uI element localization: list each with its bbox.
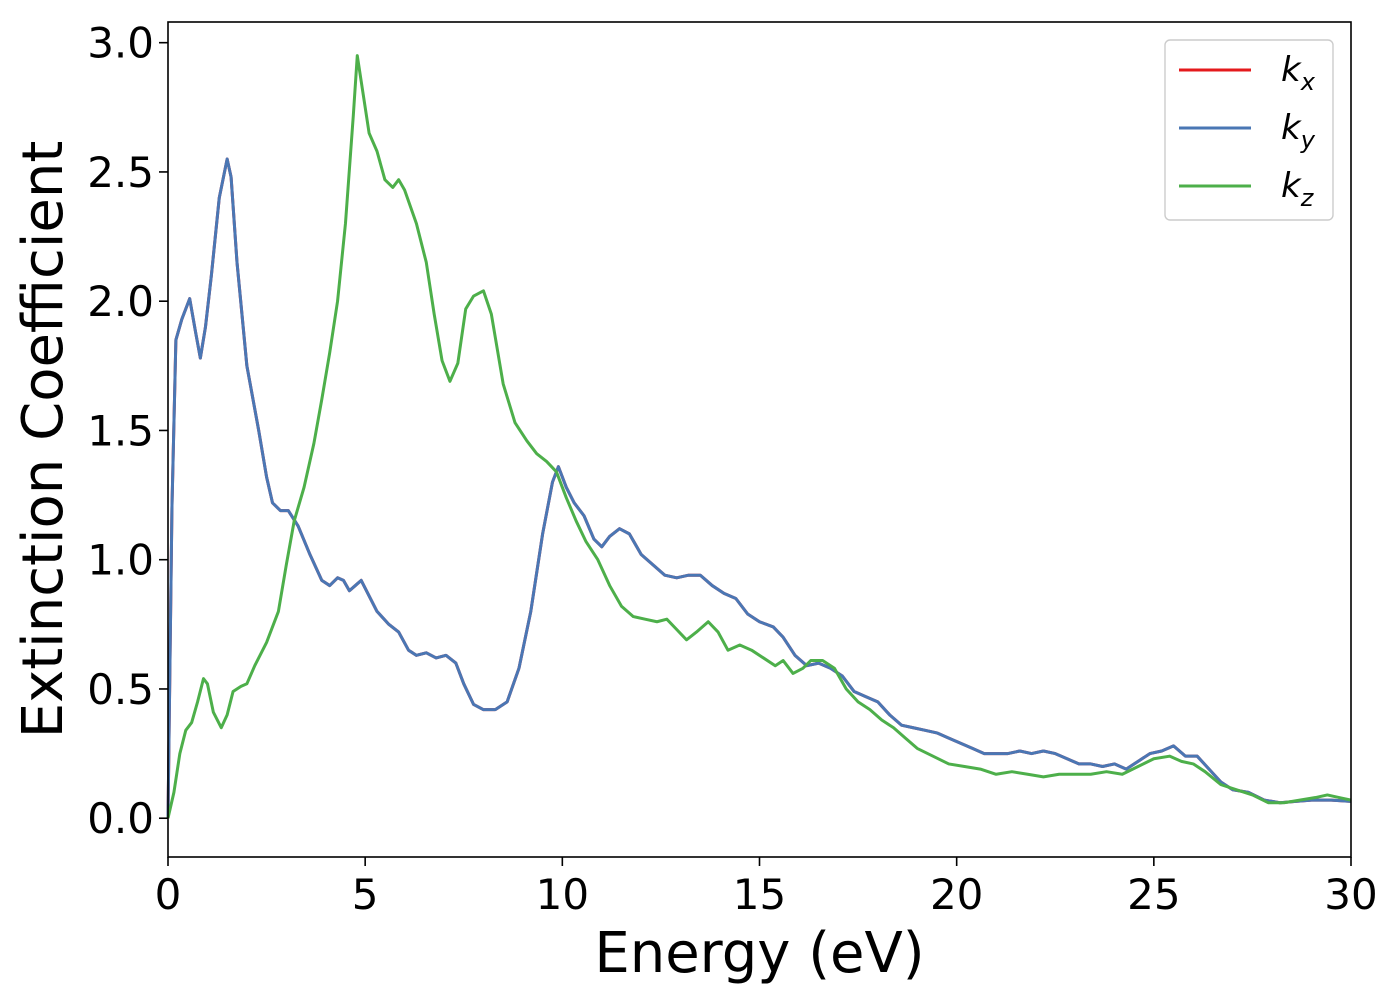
legend-label-subscript: z xyxy=(1300,184,1315,212)
series-line-kx xyxy=(166,157,1352,819)
x-tick-label: 10 xyxy=(536,870,589,919)
x-tick-label: 15 xyxy=(733,870,786,919)
legend-label-main: k xyxy=(1281,108,1302,148)
legend-label-subscript: x xyxy=(1300,68,1316,96)
y-axis-ticks: 0.0 0.5 1.0 1.5 2.0 2.5 3.0 xyxy=(87,19,168,843)
x-tick-label: 20 xyxy=(930,870,983,919)
y-tick-label: 1.0 xyxy=(87,536,154,585)
legend-label-kz: kz xyxy=(1281,166,1315,212)
legend-label-main: k xyxy=(1281,166,1302,206)
x-axis-title: Energy (eV) xyxy=(594,921,924,986)
legend-label-ky: ky xyxy=(1281,108,1316,154)
legend-label-subscript: y xyxy=(1300,126,1316,154)
x-tick-label: 0 xyxy=(155,870,182,919)
series-line-ky xyxy=(166,157,1352,819)
x-tick-label: 25 xyxy=(1127,870,1180,919)
y-tick-label: 3.0 xyxy=(87,19,154,68)
legend-box xyxy=(1164,39,1334,221)
y-tick-label: 2.5 xyxy=(87,148,154,197)
y-tick-label: 0.0 xyxy=(87,794,154,843)
series-line-kz xyxy=(166,54,1352,819)
y-axis-title: Extinction Coefficient xyxy=(11,141,76,739)
y-tick-label: 1.5 xyxy=(87,406,154,455)
x-axis-ticks: 0 5 10 15 20 25 30 xyxy=(155,857,1378,919)
legend-label-main: k xyxy=(1281,50,1302,90)
series-layer xyxy=(166,54,1352,819)
legend-label-kx: kx xyxy=(1281,50,1316,96)
y-tick-label: 2.0 xyxy=(87,277,154,326)
y-tick-label: 0.5 xyxy=(87,665,154,714)
x-tick-label: 30 xyxy=(1324,870,1377,919)
x-tick-label: 5 xyxy=(352,870,379,919)
